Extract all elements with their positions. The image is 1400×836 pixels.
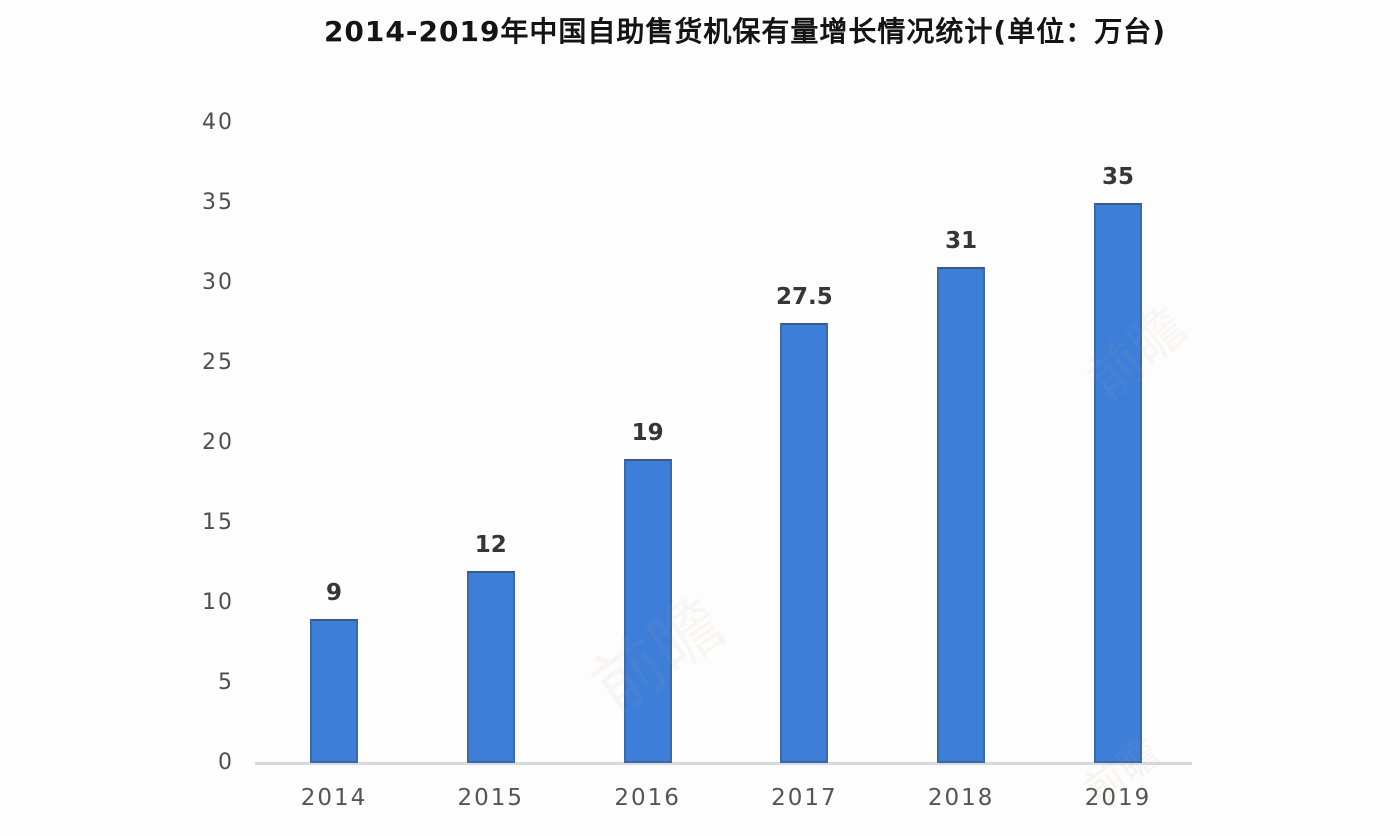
y-tick-label: 25 (202, 350, 234, 375)
y-tick-label: 30 (202, 270, 234, 295)
x-tick-label: 2017 (771, 785, 838, 811)
x-tick-label: 2016 (614, 785, 681, 811)
y-tick-label: 35 (202, 190, 234, 215)
bar-value-label: 31 (945, 228, 978, 254)
bar-value-label: 19 (631, 420, 664, 446)
bar-value-label: 35 (1101, 164, 1134, 190)
y-tick-label: 15 (202, 510, 234, 535)
x-tick-label: 2015 (457, 785, 525, 811)
bar (310, 619, 358, 763)
x-axis-line (255, 762, 1192, 765)
bar-value-label: 9 (325, 580, 342, 606)
bar-value-label: 27.5 (776, 284, 833, 310)
x-tick-label: 2018 (927, 785, 995, 811)
bar (780, 323, 829, 763)
bar (1094, 203, 1142, 763)
chart-title: 2014-2019年中国自助售货机保有量增长情况统计(单位：万台) (323, 15, 1167, 48)
bar-value-label: 12 (474, 532, 507, 558)
y-tick-label: 10 (202, 590, 234, 615)
y-tick-label: 0 (218, 750, 234, 775)
y-tick-label: 20 (202, 430, 234, 455)
bar (466, 571, 515, 763)
x-tick-label: 2014 (300, 785, 368, 811)
y-tick-label: 40 (202, 110, 234, 135)
y-tick-label: 5 (218, 670, 234, 695)
x-tick-label: 2019 (1084, 785, 1152, 811)
bar (623, 459, 672, 763)
bar (937, 267, 986, 763)
